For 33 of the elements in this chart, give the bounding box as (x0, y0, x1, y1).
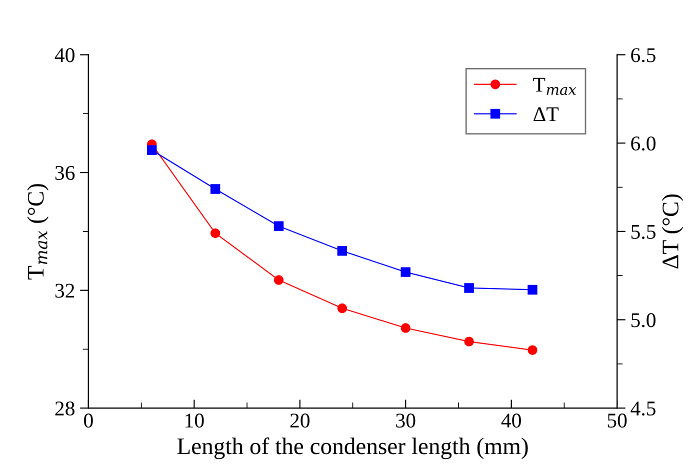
legend-label: T$_{max}$ (533, 78, 576, 95)
y2-tick-label: 4.5 (630, 402, 656, 416)
y2-tick-label: 5.0 (631, 313, 656, 328)
point (528, 284, 538, 295)
point (337, 246, 348, 256)
legend-label: ΔT (534, 107, 559, 122)
x-tick-label: 30 (396, 414, 416, 428)
point (337, 303, 348, 314)
y-tick-label: 28 (55, 401, 74, 416)
x-axis-title: Length of the condenser length (mm) (177, 437, 528, 460)
point (528, 345, 538, 355)
point (464, 283, 474, 293)
x-tick-label: 40 (501, 414, 521, 428)
point (210, 184, 220, 194)
y-tick-label: 40 (54, 48, 74, 62)
y-axis-title: T$_{max}$ (°C) (27, 184, 49, 280)
point (274, 275, 284, 285)
y2-tick-label: 5.5 (631, 225, 656, 239)
x-tick-label: 0 (84, 414, 93, 428)
x-tick-label: 20 (290, 414, 310, 428)
y2-axis-title: ΔT (°C) (662, 194, 684, 269)
point (400, 323, 410, 333)
x-tick-label: 10 (186, 414, 204, 428)
y2-tick-label: 6.5 (631, 48, 656, 62)
point (400, 267, 410, 277)
y-tick-label: 32 (55, 284, 74, 298)
point (147, 145, 157, 156)
y-tick-label: 36 (55, 166, 75, 180)
y2-tick-label: 6.0 (631, 136, 656, 151)
point (210, 228, 220, 238)
point (464, 336, 474, 346)
point (274, 221, 284, 231)
x-tick-label: 50 (608, 414, 627, 428)
